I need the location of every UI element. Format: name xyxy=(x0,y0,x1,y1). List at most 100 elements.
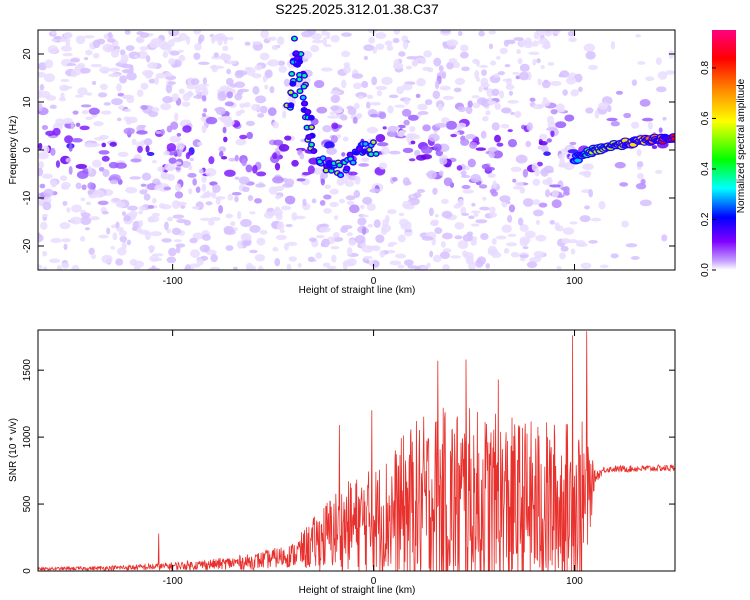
heatmap-cell xyxy=(290,82,295,86)
heatmap-cell xyxy=(358,95,364,100)
heatmap-cell xyxy=(71,204,83,213)
heatmap-cell xyxy=(435,122,447,128)
heatmap-cell xyxy=(176,218,188,224)
heatmap-cell xyxy=(288,256,298,262)
heatmap-cell xyxy=(482,116,489,122)
heatmap-cell xyxy=(282,183,294,188)
heatmap-cell xyxy=(529,256,541,263)
heatmap-cell xyxy=(341,225,353,230)
heatmap-cell xyxy=(284,195,296,205)
heatmap-cell xyxy=(472,58,479,64)
heatmap-cell xyxy=(546,127,558,131)
heatmap-cell xyxy=(277,60,286,66)
heatmap-cell xyxy=(239,109,245,114)
heatmap-cell xyxy=(380,146,390,155)
heatmap-cell xyxy=(271,208,283,217)
heatmap-cell xyxy=(460,206,467,215)
heatmap-cell xyxy=(102,169,110,177)
heatmap-cell xyxy=(423,50,432,58)
heatmap-cell xyxy=(112,232,118,241)
heatmap-cell xyxy=(430,219,439,225)
heatmap-cell xyxy=(309,116,314,120)
heatmap-cell xyxy=(424,99,433,106)
heatmap-cell xyxy=(367,223,374,228)
heatmap-cell xyxy=(491,88,500,97)
heatmap-cell xyxy=(487,173,496,179)
heatmap-cell xyxy=(234,176,240,180)
heatmap-cell xyxy=(38,103,43,112)
heatmap-cell xyxy=(388,94,399,99)
heatmap-cell xyxy=(507,99,519,104)
heatmap-cell xyxy=(201,95,207,102)
heatmap-cell xyxy=(92,53,100,59)
heatmap-cell xyxy=(461,66,470,72)
heatmap-cell xyxy=(326,31,331,40)
heatmap-cell xyxy=(84,56,89,61)
heatmap-cell xyxy=(85,92,93,96)
heatmap-cell xyxy=(41,145,50,154)
heatmap-cell xyxy=(485,263,491,269)
heatmap-cell xyxy=(267,107,277,116)
chart-title: S225.2025.312.01.38.C37 xyxy=(275,1,439,17)
heatmap-cell xyxy=(178,54,186,62)
heatmap-cell xyxy=(434,213,439,218)
heatmap-cell xyxy=(376,142,389,147)
heatmap-cell xyxy=(42,201,52,211)
snr-y-label: SNR (10 * v/v) xyxy=(8,418,19,482)
heatmap-cell xyxy=(38,152,49,160)
heatmap-cell xyxy=(190,78,200,86)
heatmap-cell xyxy=(70,69,77,78)
heatmap-cell xyxy=(460,170,467,176)
heatmap-cell xyxy=(201,91,207,96)
heatmap-cell xyxy=(121,211,127,217)
heatmap-cell xyxy=(59,175,68,182)
heatmap-cell xyxy=(585,107,594,114)
heatmap-cell xyxy=(52,127,61,136)
heatmap-cell xyxy=(354,234,366,244)
heatmap-cell xyxy=(138,210,143,215)
heatmap-cell xyxy=(311,149,316,153)
heatmap-cell xyxy=(467,100,473,108)
heatmap-cell xyxy=(657,71,668,80)
heatmap-cell xyxy=(549,80,562,86)
heatmap-cell xyxy=(249,224,261,233)
heatmap-cell xyxy=(324,141,335,150)
heatmap-cell xyxy=(282,110,287,119)
heatmap-cell xyxy=(241,240,252,247)
heatmap-cell xyxy=(457,106,466,113)
heatmap-cell xyxy=(74,94,84,98)
heatmap-cell xyxy=(445,120,458,130)
heatmap-cell xyxy=(228,157,237,162)
heatmap-cell xyxy=(65,40,71,47)
heatmap-cell xyxy=(361,157,370,163)
heatmap-cell xyxy=(532,40,539,47)
heatmap-cell xyxy=(503,39,509,47)
heatmap-cell xyxy=(80,216,92,226)
heatmap-cell xyxy=(394,104,406,108)
heatmap-cell xyxy=(639,199,652,207)
heatmap-cell xyxy=(388,241,398,245)
heatmap-cell xyxy=(346,247,353,256)
heatmap-cell xyxy=(254,254,266,262)
heatmap-cell xyxy=(117,92,125,97)
heatmap-cell xyxy=(513,37,524,41)
heatmap-y-label: Frequency (Hz) xyxy=(8,116,19,185)
heatmap-cell xyxy=(388,150,401,155)
heatmap-cell xyxy=(151,197,157,204)
heatmap-cell xyxy=(546,138,552,143)
heatmap-cell xyxy=(136,130,148,135)
heatmap-cell xyxy=(547,61,555,66)
heatmap-cell xyxy=(563,186,570,194)
heatmap-cell xyxy=(272,152,278,160)
y-tick-label: 20 xyxy=(22,48,33,60)
heatmap-cell xyxy=(551,199,562,209)
heatmap-cell xyxy=(507,233,517,237)
heatmap-cell xyxy=(309,237,317,243)
heatmap-cell xyxy=(274,258,281,267)
heatmap-cell xyxy=(467,158,476,168)
heatmap-cell xyxy=(243,102,251,108)
heatmap-cell xyxy=(222,45,229,52)
heatmap-cell xyxy=(366,94,374,99)
heatmap-cell xyxy=(107,38,116,43)
heatmap-cell xyxy=(518,71,529,81)
